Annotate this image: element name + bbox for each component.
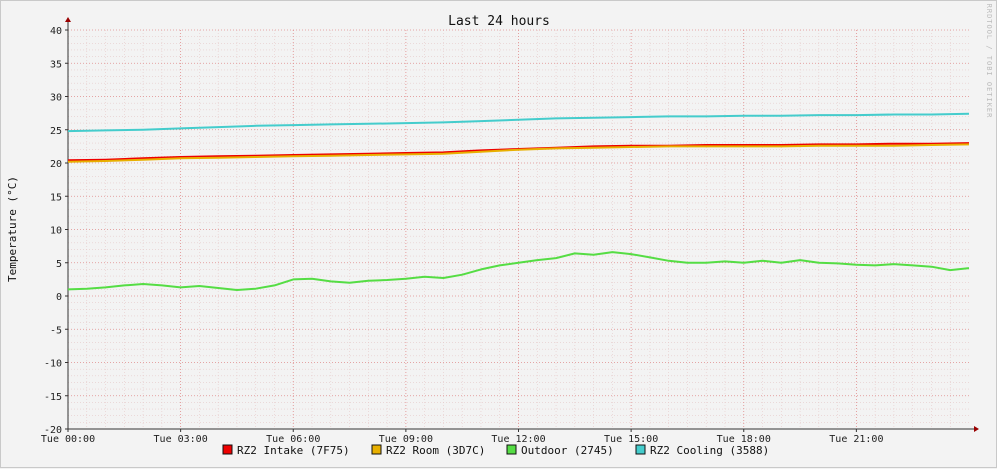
y-tick-label: 10 <box>50 226 62 237</box>
legend-label: Outdoor (2745) <box>521 444 614 457</box>
y-tick-label: 0 <box>56 292 62 303</box>
x-tick-label: Tue 18:00 <box>717 434 771 445</box>
y-axis-arrow <box>65 17 71 22</box>
y-tick-label: 30 <box>50 93 62 104</box>
y-tick-label: 5 <box>56 259 62 270</box>
series-line-1 <box>67 143 970 163</box>
x-axis-arrow <box>974 426 979 432</box>
series-line-3 <box>67 112 970 133</box>
x-tick-label: Tue 12:00 <box>491 434 545 445</box>
y-tick-label: 40 <box>50 26 62 37</box>
series-line-2 <box>67 251 970 291</box>
legend-swatch <box>371 444 382 455</box>
legend-label: RZ2 Cooling (3588) <box>650 444 769 457</box>
y-tick-label: -20 <box>44 425 62 436</box>
legend-label: RZ2 Intake (7F75) <box>237 444 350 457</box>
y-tick-label: 20 <box>50 159 62 170</box>
y-tick-label: -15 <box>44 392 62 403</box>
y-tick-label: 35 <box>50 59 62 70</box>
x-tick-label: Tue 00:00 <box>41 434 95 445</box>
rrdtool-watermark: RRDTOOL / TOBI OETIKER <box>985 4 993 119</box>
chart-title: Last 24 hours <box>448 14 550 29</box>
x-tick-label: Tue 21:00 <box>829 434 883 445</box>
legend-swatch <box>222 444 233 455</box>
x-tick-label: Tue 06:00 <box>266 434 320 445</box>
y-tick-label: 15 <box>50 192 62 203</box>
x-tick-label: Tue 09:00 <box>379 434 433 445</box>
series-lines <box>67 112 970 291</box>
y-axis-label: Temperature (°C) <box>6 176 19 282</box>
x-tick-labels: Tue 00:00 Tue 03:00 Tue 06:00 Tue 09:00 Tue … <box>41 434 884 445</box>
y-tick-labels: 40 35 30 25 20 15 10 5 0 -5 -10 -15 -20 <box>44 26 62 436</box>
legend-label: RZ2 Room (3D7C) <box>386 444 485 457</box>
y-tick-label: -5 <box>50 325 62 336</box>
y-tick-label: -10 <box>44 359 62 370</box>
axes <box>65 17 979 432</box>
y-tick-label: 25 <box>50 126 62 137</box>
legend: RZ2 Intake (7F75) RZ2 Room (3D7C) Outdoor … <box>222 444 769 457</box>
x-tick-label: Tue 15:00 <box>604 434 658 445</box>
legend-swatch <box>635 444 646 455</box>
x-tick-label: Tue 03:00 <box>154 434 208 445</box>
legend-swatch <box>506 444 517 455</box>
